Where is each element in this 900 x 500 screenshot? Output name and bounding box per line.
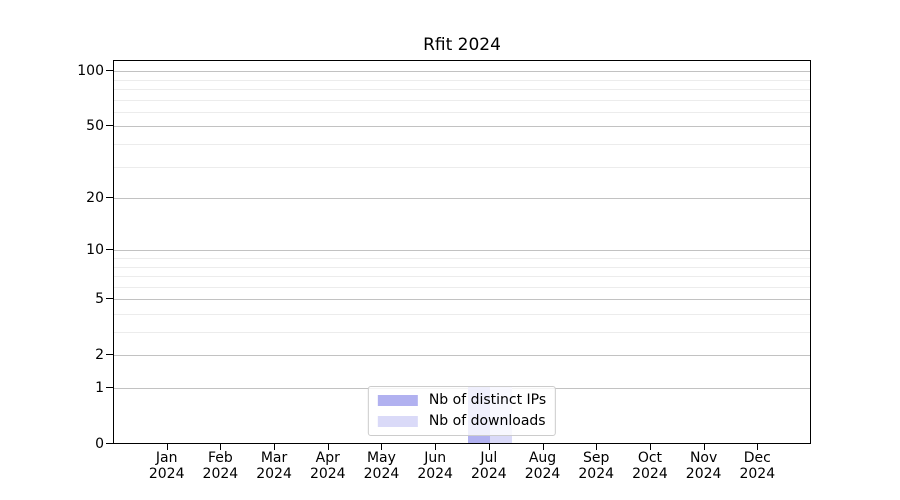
legend-label-downloads: Nb of downloads [428, 413, 546, 429]
x-tick-label: Jan 2024 [127, 450, 207, 482]
x-tick-mark [649, 444, 651, 450]
y-tick-label: 10 [86, 242, 104, 259]
minor-gridline [114, 111, 810, 113]
minor-gridline [114, 99, 810, 101]
x-tick-label: May 2024 [341, 450, 421, 482]
y-tick-label: 20 [86, 190, 104, 207]
minor-gridline [114, 266, 810, 268]
y-tick-label: 100 [77, 63, 104, 80]
x-tick-label: Dec 2024 [717, 450, 797, 482]
x-tick-label: Feb 2024 [180, 450, 260, 482]
y-tick-label: 0 [95, 436, 104, 452]
x-tick-label: Jun 2024 [395, 450, 475, 482]
y-tick-mark [106, 443, 113, 444]
x-tick-label: Aug 2024 [503, 450, 583, 482]
x-tick-label: Jul 2024 [449, 450, 529, 482]
y-tick-label: 2 [95, 347, 104, 364]
x-tick-month: Jan [155, 450, 178, 466]
x-tick-year: 2024 [685, 466, 722, 482]
x-tick-mark [435, 444, 437, 450]
x-tick-month: Dec [743, 450, 771, 466]
minor-gridline [114, 332, 810, 333]
x-tick-label: Oct 2024 [610, 450, 690, 482]
x-tick-month: Feb [207, 450, 233, 466]
major-gridline [114, 198, 810, 200]
x-tick-mark [166, 444, 168, 450]
x-tick-month: Apr [315, 450, 340, 466]
x-tick-month: Oct [637, 450, 663, 466]
minor-gridline [114, 313, 810, 315]
x-tick-month: Nov [689, 450, 718, 466]
major-gridline [114, 126, 810, 128]
x-tick-year: 2024 [739, 466, 776, 482]
minor-gridline [114, 144, 810, 145]
minor-gridline [114, 276, 810, 278]
legend-entry-downloads: Nb of downloads [377, 413, 546, 430]
x-tick-month: May [366, 450, 396, 466]
x-tick-mark [757, 444, 759, 450]
x-tick-month: Mar [260, 450, 288, 466]
x-tick-label: Sep 2024 [556, 450, 636, 482]
minor-gridline [114, 166, 810, 168]
y-tick-mark [106, 354, 113, 356]
minor-gridline [114, 89, 810, 90]
y-tick-label: 5 [95, 291, 104, 308]
y-tick-mark [106, 298, 113, 300]
legend-label-distinct-ips: Nb of distinct IPs [428, 392, 547, 408]
x-tick-month: Jun [424, 450, 447, 466]
x-tick-year: 2024 [632, 466, 668, 482]
major-gridline [114, 355, 810, 357]
legend-swatch-distinct-ips [377, 395, 418, 406]
y-tick-label: 1 [95, 380, 104, 396]
x-tick-label: Apr 2024 [288, 450, 368, 482]
minor-gridline [114, 286, 810, 288]
minor-gridline [114, 257, 810, 259]
y-tick-mark [106, 70, 113, 72]
x-tick-year: 2024 [417, 466, 453, 482]
y-tick-mark [106, 249, 113, 251]
x-tick-mark [703, 444, 705, 450]
x-tick-label: Nov 2024 [664, 450, 744, 482]
plot-area: Nb of distinct IPs Nb of downloads [113, 60, 811, 444]
x-tick-year: 2024 [148, 466, 185, 482]
x-tick-year: 2024 [256, 466, 292, 482]
x-tick-year: 2024 [524, 466, 561, 482]
y-tick-mark [106, 197, 113, 199]
x-tick-mark [488, 444, 490, 450]
x-tick-mark [274, 444, 276, 450]
x-tick-label: Mar 2024 [234, 450, 314, 482]
x-tick-year: 2024 [202, 466, 239, 482]
major-gridline [114, 71, 810, 73]
x-tick-mark [220, 444, 222, 450]
legend-swatch-downloads [377, 416, 418, 427]
x-tick-mark [381, 444, 383, 450]
x-tick-month: Aug [528, 450, 557, 466]
x-tick-year: 2024 [363, 466, 400, 482]
y-tick-mark [106, 125, 113, 127]
chart-title: Rfit 2024 [423, 35, 501, 55]
minor-gridline [114, 79, 810, 81]
x-tick-month: Sep [583, 450, 610, 466]
major-gridline [114, 299, 810, 301]
y-tick-mark [106, 387, 113, 388]
x-tick-year: 2024 [309, 466, 346, 482]
legend-entry-distinct-ips: Nb of distinct IPs [377, 392, 547, 409]
x-tick-year: 2024 [471, 466, 507, 482]
x-tick-mark [596, 444, 598, 450]
x-tick-month: Jul [480, 450, 498, 466]
x-tick-mark [542, 444, 544, 450]
x-tick-mark [327, 444, 329, 450]
x-tick-year: 2024 [578, 466, 615, 482]
y-tick-label: 50 [86, 118, 104, 135]
legend: Nb of distinct IPs Nb of downloads [367, 386, 557, 436]
major-gridline [114, 250, 810, 252]
